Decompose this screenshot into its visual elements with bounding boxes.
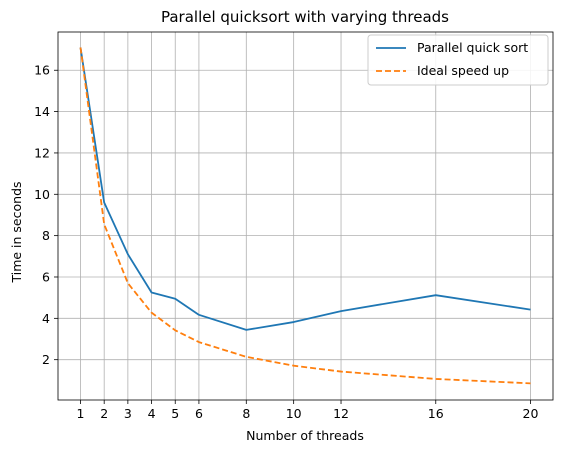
x-tick-label: 3 — [124, 406, 132, 421]
legend-box — [367, 34, 549, 86]
x-tick-label: 4 — [148, 406, 156, 421]
x-tick-label: 2 — [100, 406, 108, 421]
y-tick-label: 10 — [34, 187, 50, 202]
y-tick-label: 12 — [34, 145, 50, 160]
y-tick-label: 6 — [42, 269, 50, 284]
x-tick-label: 12 — [333, 406, 349, 421]
x-tick-label: 20 — [523, 406, 539, 421]
legend-label-parallel-quick-sort: Parallel quick sort — [417, 40, 528, 55]
y-tick-label: 2 — [42, 352, 50, 367]
x-tick-label: 8 — [242, 406, 250, 421]
grid — [58, 32, 553, 400]
x-tick-label: 6 — [195, 406, 203, 421]
x-tick-label: 1 — [77, 406, 85, 421]
x-axis-label: Number of threads — [246, 428, 364, 443]
y-tick-label: 8 — [42, 228, 50, 243]
legend-label-ideal-speed-up: Ideal speed up — [417, 63, 509, 78]
x-tick-label: 10 — [286, 406, 302, 421]
y-tick-label: 14 — [34, 104, 50, 119]
x-tick-label: 16 — [428, 406, 444, 421]
series-line-1 — [79, 47, 531, 385]
series-line-0 — [79, 47, 531, 331]
y-axis-label: Time in seconds — [9, 181, 24, 283]
x-tick-label: 5 — [171, 406, 179, 421]
chart-title: Parallel quicksort with varying threads — [161, 8, 449, 26]
legend: Parallel quick sort Ideal speed up — [367, 34, 549, 86]
y-tick-label: 4 — [42, 311, 50, 326]
series-lines — [79, 47, 531, 385]
y-tick-label: 16 — [34, 63, 50, 78]
plot-frame — [57, 31, 554, 401]
